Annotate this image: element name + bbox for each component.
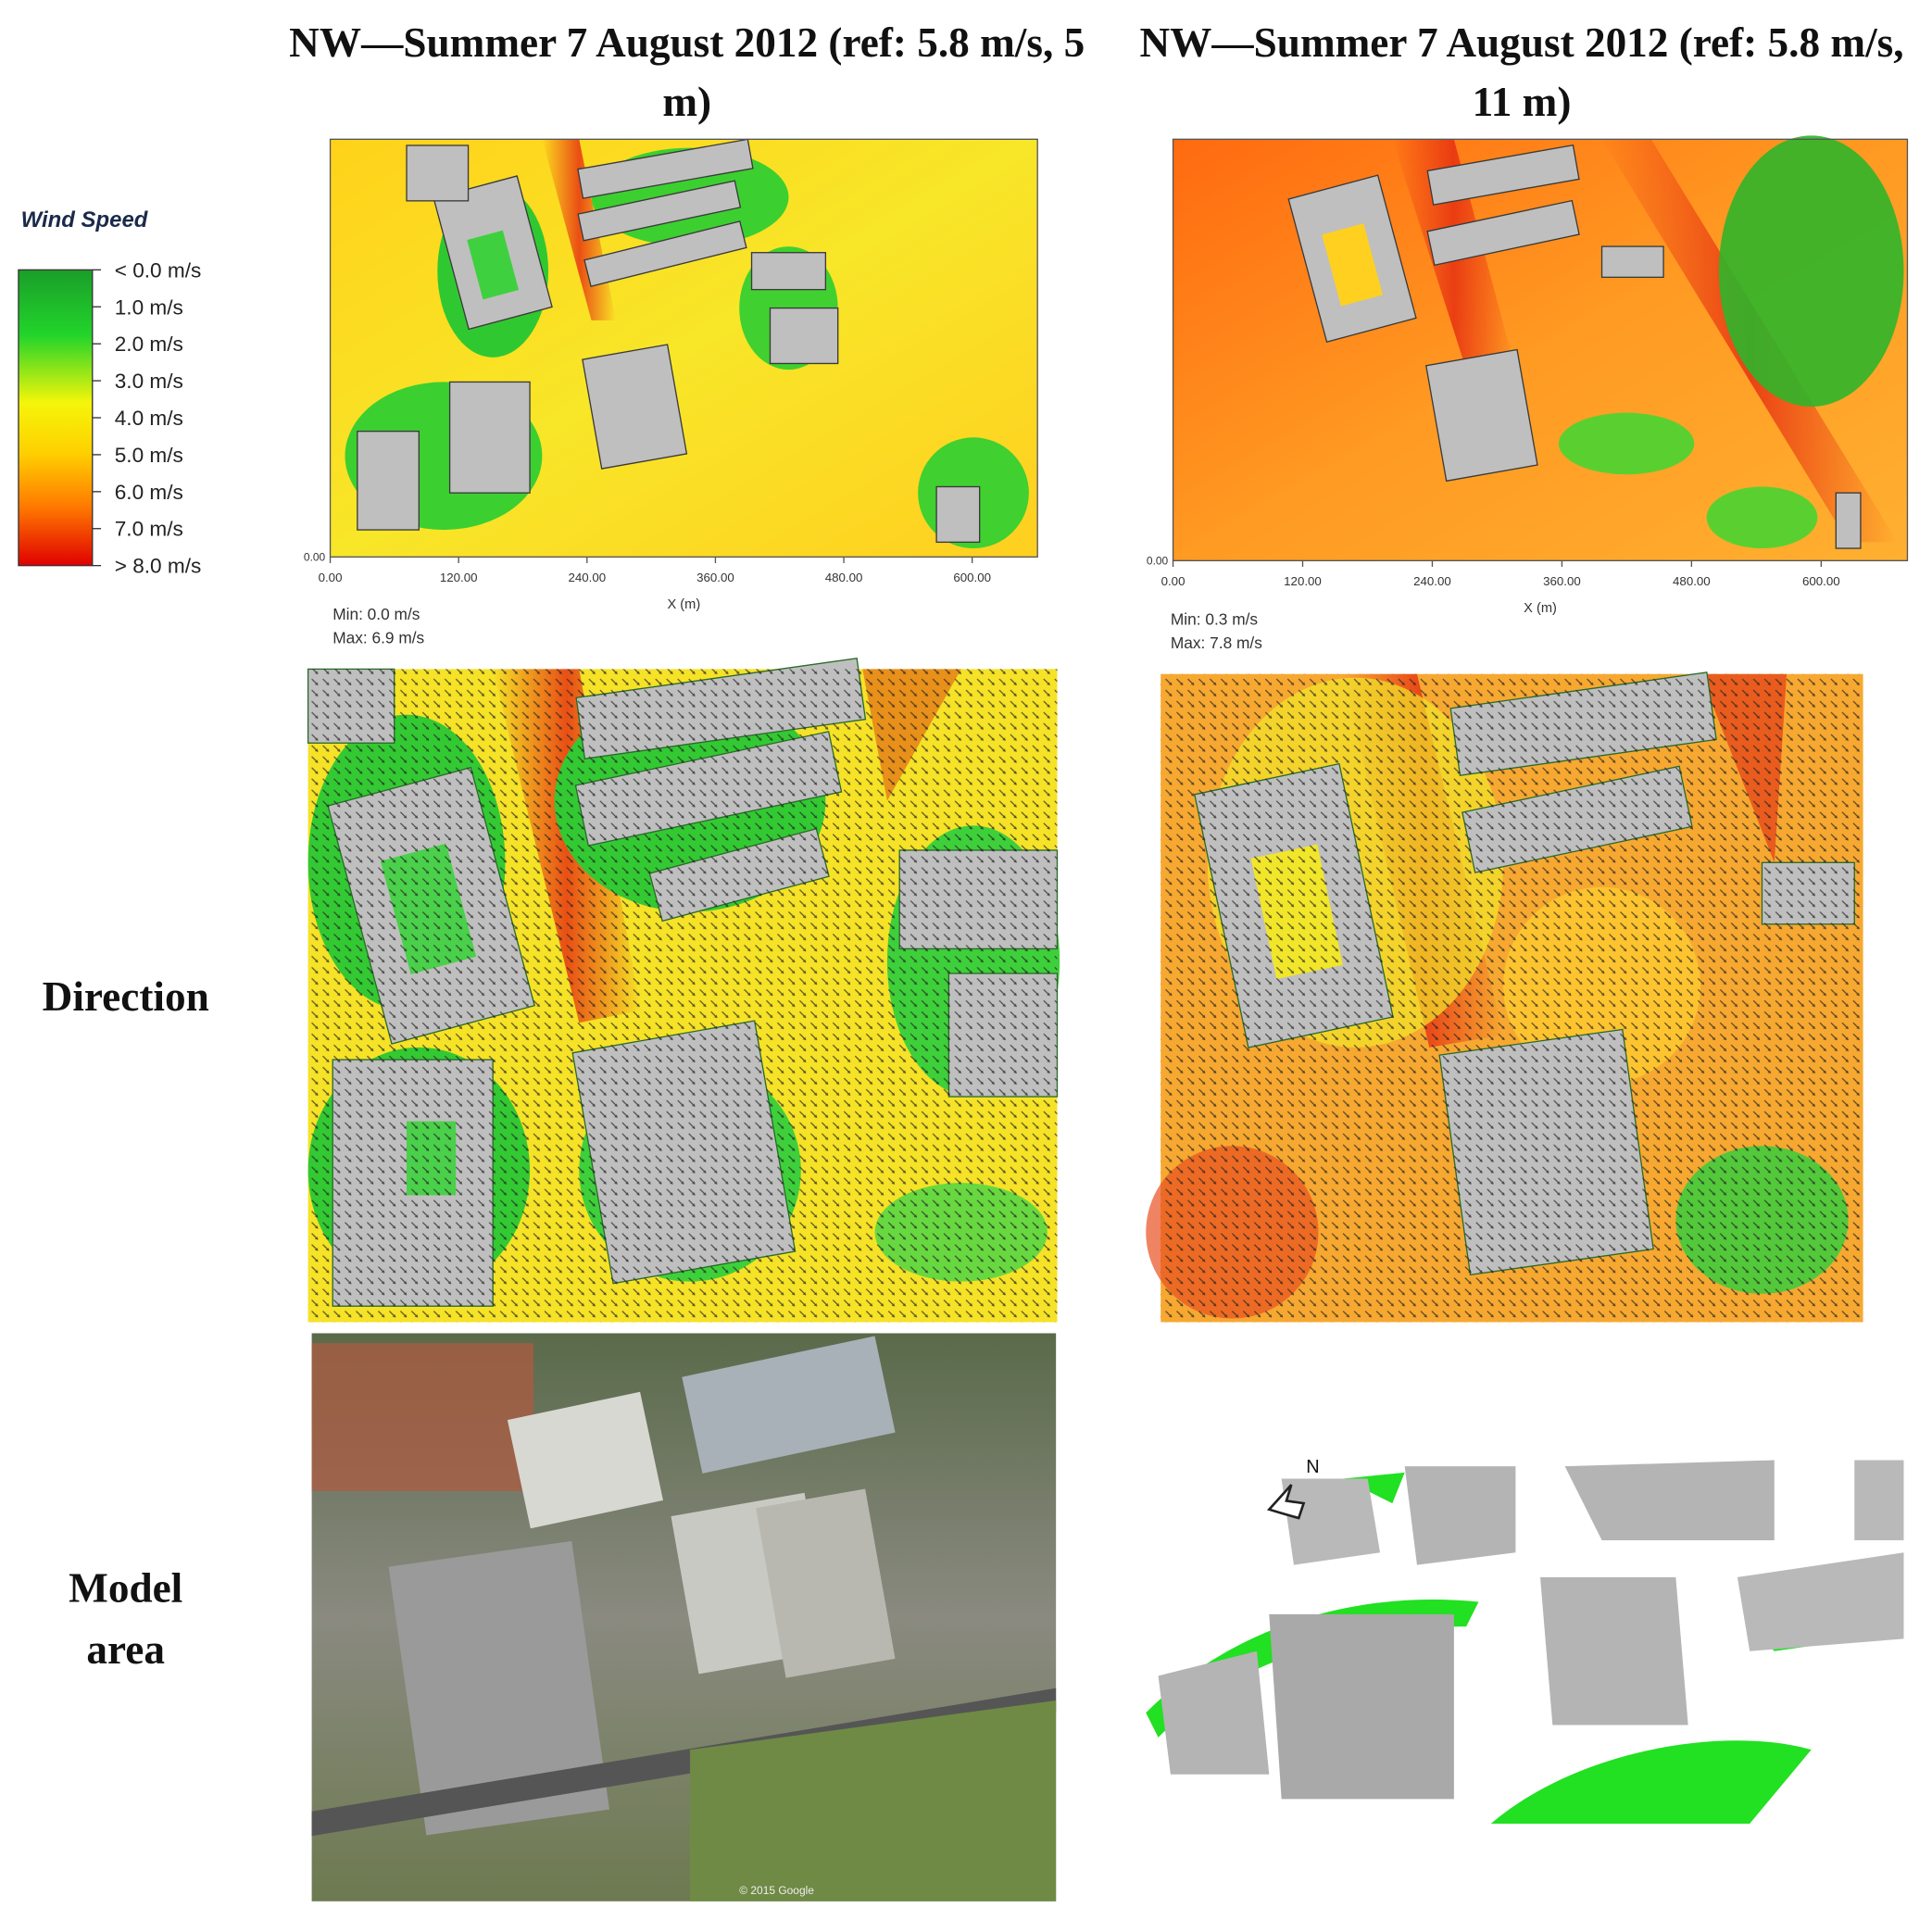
min-value: Min: 0.3 m/s — [1170, 609, 1259, 629]
panel-title: NW—Summer 7 August 2012 (ref: 5.8 m/s, 1… — [1139, 20, 1904, 126]
x-tick-label: 0.00 — [1161, 574, 1186, 588]
max-value: Max: 7.8 m/s — [1170, 633, 1262, 652]
direction-map-11m — [1146, 671, 1863, 1323]
legend-label: 3.0 m/s — [115, 370, 183, 393]
legend-label: 6.0 m/s — [115, 481, 183, 504]
legend-label: > 8.0 m/s — [115, 555, 202, 578]
legend-label: 5.0 m/s — [115, 444, 183, 467]
speed-map-5m — [329, 138, 1038, 558]
x-tick-label: 600.00 — [953, 571, 991, 584]
y-tick-label: 0.00 — [304, 550, 326, 563]
x-tick-label: 240.00 — [568, 571, 606, 584]
row-label: Direction — [42, 974, 209, 1021]
x-tick-label: 360.00 — [1543, 574, 1581, 588]
max-value: Max: 6.9 m/s — [332, 628, 425, 647]
legend-label: 7.0 m/s — [115, 518, 183, 541]
color-bar — [18, 269, 94, 567]
legend-label: < 0.0 m/s — [115, 258, 202, 282]
x-tick-label: 120.00 — [440, 571, 478, 584]
north-label: N — [1306, 1457, 1319, 1477]
legend-label: 4.0 m/s — [115, 407, 183, 430]
legend-title: Wind Speed — [21, 207, 149, 232]
x-tick-label: 240.00 — [1413, 574, 1451, 588]
x-tick-label: 0.00 — [319, 571, 343, 584]
x-tick-label: 600.00 — [1802, 574, 1840, 588]
direction-map-5m — [307, 657, 1060, 1323]
y-tick-label: 0.00 — [1147, 554, 1169, 567]
x-tick-label: 480.00 — [1673, 574, 1711, 588]
aerial-photo: © 2015 Google — [311, 1333, 1057, 1901]
x-tick-label: 480.00 — [825, 571, 863, 584]
panel-title: NW—Summer 7 August 2012 (ref: 5.8 m/s, 5… — [289, 20, 1085, 126]
x-axis-label: X (m) — [667, 597, 700, 612]
min-value: Min: 0.0 m/s — [332, 605, 420, 624]
legend-label: 2.0 m/s — [115, 333, 183, 356]
x-tick-label: 360.00 — [696, 571, 734, 584]
legend-label: 1.0 m/s — [115, 295, 183, 319]
photo-credit: © 2015 Google — [739, 1884, 814, 1897]
x-axis-label: X (m) — [1524, 601, 1557, 616]
x-tick-label: 120.00 — [1284, 574, 1322, 588]
row-label: Model area — [69, 1565, 183, 1674]
speed-map-11m — [1172, 135, 1909, 561]
model-3d: N — [1146, 1457, 1904, 1824]
